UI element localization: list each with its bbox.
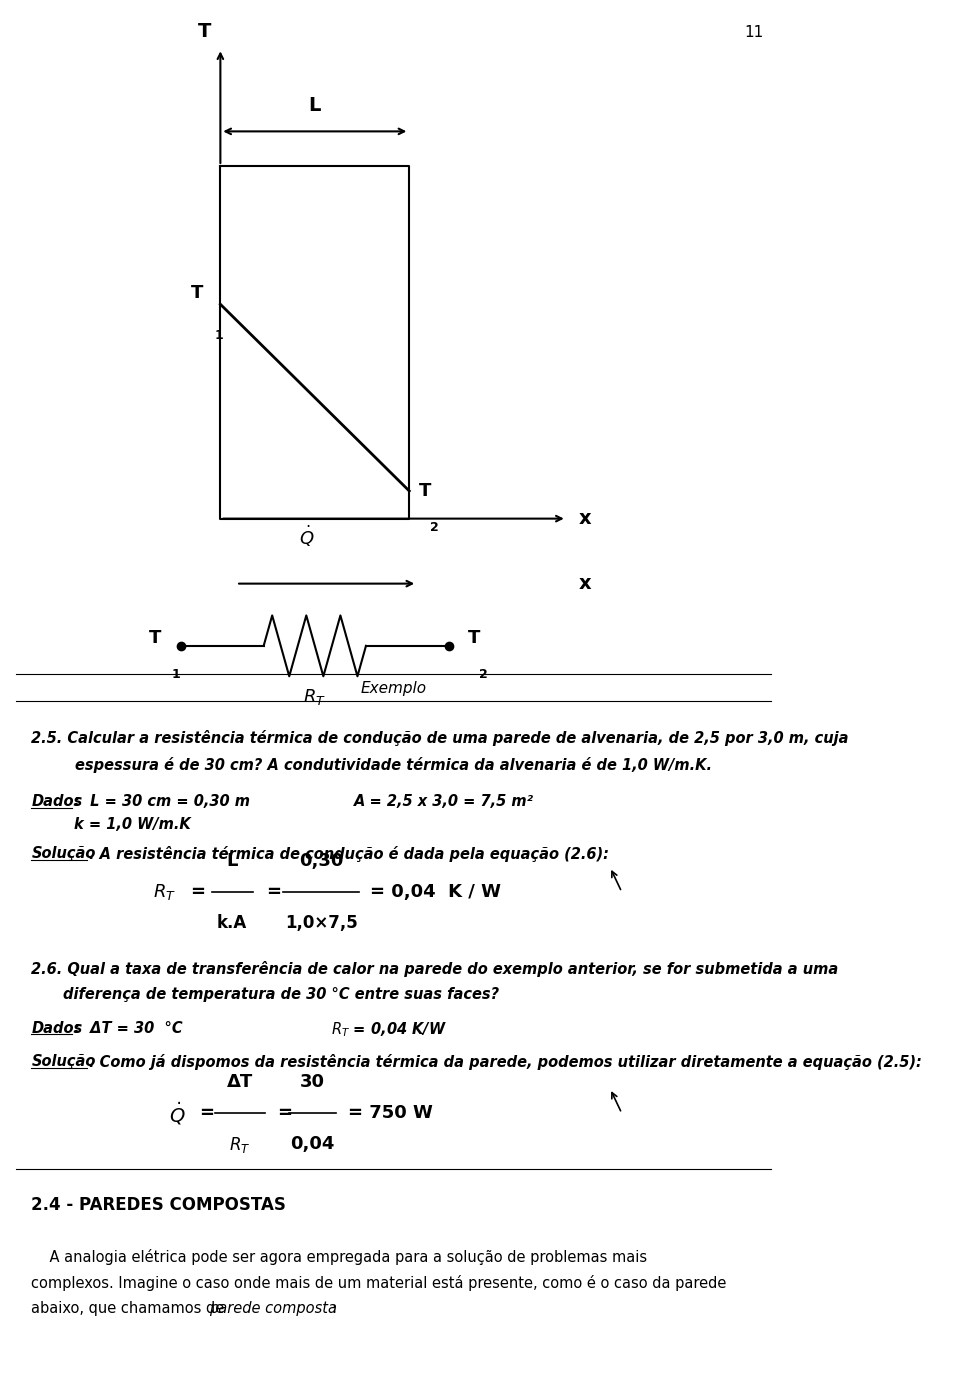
Text: . Como já dispomos da resistência térmica da parede, podemos utilizar diretament: . Como já dispomos da resistência térmic… (89, 1054, 922, 1070)
Text: 2: 2 (430, 521, 439, 534)
Text: =: = (277, 1104, 292, 1123)
Text: Solução: Solução (32, 846, 96, 862)
Text: x: x (579, 509, 591, 528)
Text: x: x (579, 574, 591, 593)
Text: Dados: Dados (32, 794, 83, 809)
Text: =: = (190, 882, 205, 902)
Text: diferença de temperatura de 30 °C entre suas faces?: diferença de temperatura de 30 °C entre … (63, 987, 499, 1003)
Text: 1: 1 (214, 329, 223, 342)
Text: espessura é de 30 cm? A condutividade térmica da alvenaria é de 1,0 W/m.K.: espessura é de 30 cm? A condutividade té… (75, 757, 711, 773)
Text: 1: 1 (172, 668, 180, 680)
Text: =: = (199, 1104, 214, 1123)
Text: :  L = 30 cm = 0,30 m: : L = 30 cm = 0,30 m (74, 794, 250, 809)
Text: T: T (149, 628, 161, 647)
Text: Solução: Solução (32, 1054, 96, 1069)
Text: 30: 30 (300, 1073, 325, 1091)
Text: 0,04: 0,04 (290, 1135, 335, 1153)
Text: A analogia elétrica pode ser agora empregada para a solução de problemas mais: A analogia elétrica pode ser agora empre… (32, 1249, 648, 1265)
Text: k.A: k.A (217, 914, 248, 932)
Text: L: L (227, 852, 238, 870)
Text: . A resistência térmica de condução é dada pela equação (2.6):: . A resistência térmica de condução é da… (89, 846, 609, 863)
Text: :  ΔT = 30  °C: : ΔT = 30 °C (74, 1021, 182, 1036)
Text: $R_T$: $R_T$ (303, 687, 326, 707)
Text: parede composta: parede composta (209, 1301, 337, 1317)
Text: L: L (308, 95, 321, 115)
Text: 0,30: 0,30 (299, 852, 344, 870)
Text: 2.6. Qual a taxa de transferência de calor na parede do exemplo anterior, se for: 2.6. Qual a taxa de transferência de cal… (32, 961, 839, 978)
Text: = 0,04  K / W: = 0,04 K / W (370, 882, 501, 902)
Text: T: T (468, 628, 481, 647)
Text: $\dot{Q}$: $\dot{Q}$ (169, 1099, 186, 1127)
Text: $R_T$: $R_T$ (229, 1135, 251, 1155)
Text: 2: 2 (479, 668, 488, 680)
Text: $R_T$ = 0,04 K/W: $R_T$ = 0,04 K/W (330, 1021, 446, 1040)
Text: ΔT: ΔT (227, 1073, 253, 1091)
Text: 11: 11 (744, 25, 763, 40)
Text: k = 1,0 W/m.K: k = 1,0 W/m.K (74, 817, 191, 833)
Text: =: = (266, 882, 281, 902)
Text: $\dot{Q}$: $\dot{Q}$ (300, 524, 315, 549)
Text: 1,0×7,5: 1,0×7,5 (285, 914, 357, 932)
Text: T: T (198, 22, 211, 41)
Text: 2.5. Calcular a resistência térmica de condução de uma parede de alvenaria, de 2: 2.5. Calcular a resistência térmica de c… (32, 730, 849, 747)
Text: 2.4 - PAREDES COMPOSTAS: 2.4 - PAREDES COMPOSTAS (32, 1196, 286, 1214)
Text: = 750 W: = 750 W (348, 1104, 433, 1123)
Text: A = 2,5 x 3,0 = 7,5 m²: A = 2,5 x 3,0 = 7,5 m² (354, 794, 534, 809)
Text: T: T (191, 284, 204, 303)
Text: complexos. Imagine o caso onde mais de um material está presente, como é o caso : complexos. Imagine o caso onde mais de u… (32, 1275, 727, 1292)
Text: $R_T$: $R_T$ (154, 882, 177, 902)
Text: :: : (331, 1301, 336, 1317)
Text: T: T (419, 481, 431, 501)
Text: Exemplo: Exemplo (360, 682, 426, 696)
Text: Dados: Dados (32, 1021, 83, 1036)
Text: abaixo, que chamamos de: abaixo, que chamamos de (32, 1301, 229, 1317)
